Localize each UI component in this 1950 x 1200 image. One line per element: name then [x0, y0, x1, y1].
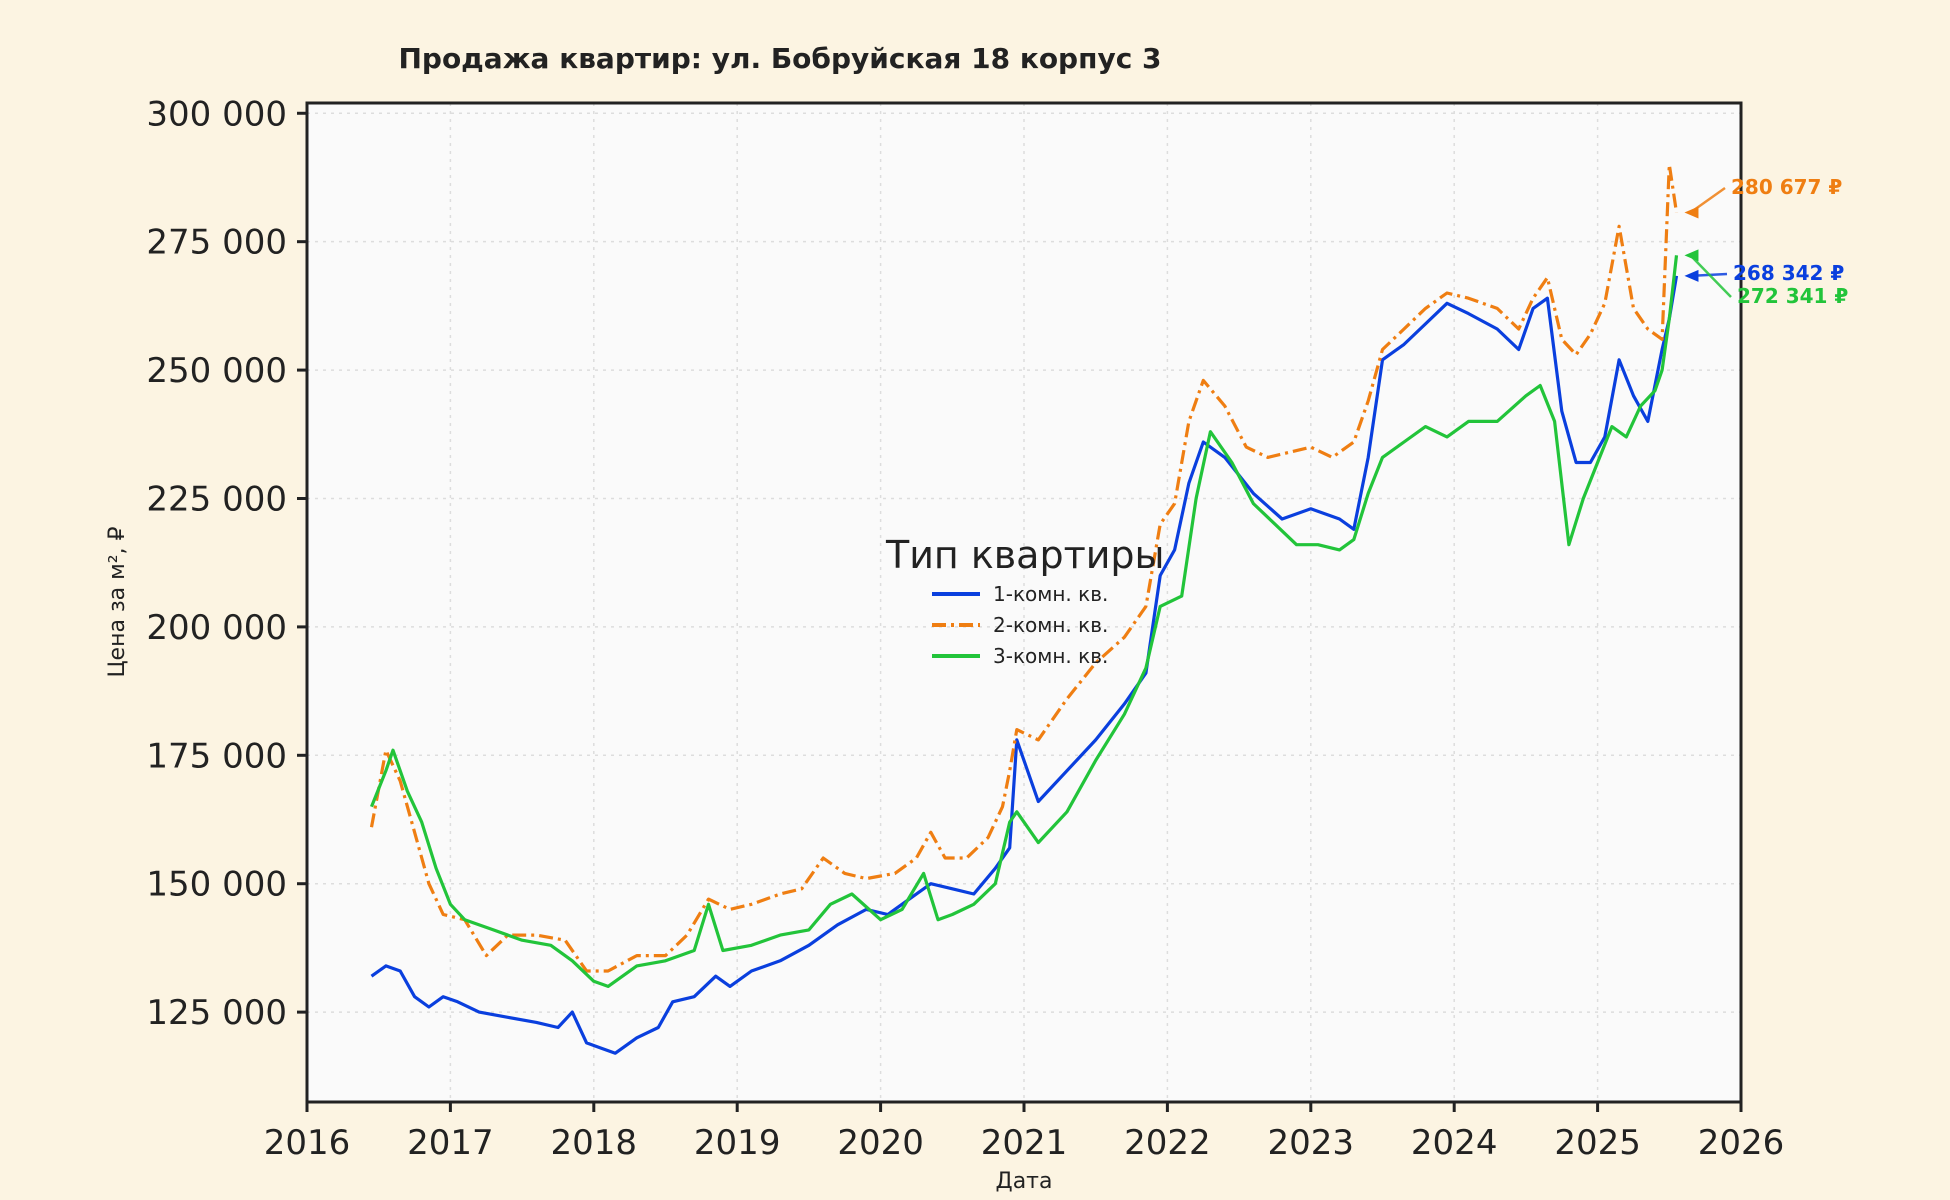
x-tick-label: 2022 [1124, 1123, 1211, 1163]
chart-title: Продажа квартир: ул. Бобруйская 18 корпу… [398, 42, 1161, 75]
x-axis: 2016 2017 2018 2019 2020 2021 2022 2023 2024 2025… [264, 1102, 1785, 1163]
x-tick-label: 2026 [1698, 1123, 1785, 1163]
y-tick-label: 200 000 [146, 608, 287, 648]
y-tick-label: 225 000 [146, 479, 287, 519]
legend: Тип квартиры 1-комн. кв. 2-комн. кв. 3-ком… [885, 533, 1165, 668]
y-axis-label: Цена за м², ₽ [105, 526, 130, 677]
y-tick-label: 250 000 [146, 351, 287, 391]
x-tick-label: 2024 [1411, 1123, 1498, 1163]
series-line-2 [369, 163, 1679, 973]
legend-item-label: 2-комн. кв. [993, 613, 1108, 637]
y-axis: 125 000 150 000 175 000 200 000 225 000 250 0… [146, 94, 307, 1033]
x-tick-label: 2018 [551, 1123, 638, 1163]
series-layer [369, 163, 1679, 1055]
annotation-label: 268 342 ₽ [1733, 261, 1844, 285]
legend-title: Тип квартиры [885, 533, 1165, 577]
y-tick-label: 150 000 [146, 865, 287, 905]
annotation-label: 272 341 ₽ [1737, 284, 1848, 308]
annotation-arrowhead [1684, 206, 1699, 219]
legend-item-label: 1-комн. кв. [993, 582, 1108, 606]
annotation-arrowhead [1684, 249, 1699, 262]
y-tick-label: 300 000 [146, 94, 287, 134]
y-tick-label: 275 000 [146, 223, 287, 263]
annotation-arrowhead [1684, 269, 1699, 282]
x-tick-label: 2025 [1554, 1123, 1641, 1163]
x-tick-label: 2019 [694, 1123, 781, 1163]
annotation-label: 280 677 ₽ [1731, 175, 1842, 199]
grid-lines [307, 103, 1741, 1102]
series-line-3 [370, 255, 1679, 989]
x-tick-label: 2017 [407, 1123, 494, 1163]
x-tick-label: 2016 [264, 1123, 351, 1163]
y-tick-label: 175 000 [146, 736, 287, 776]
x-tick-label: 2020 [837, 1123, 924, 1163]
annotation-arrow [1689, 254, 1732, 298]
legend-item-label: 3-комн. кв. [993, 644, 1108, 668]
x-tick-label: 2021 [981, 1123, 1068, 1163]
series-line-1 [370, 275, 1679, 1055]
x-tick-label: 2023 [1268, 1123, 1355, 1163]
x-axis-label: Дата [996, 1169, 1053, 1194]
annotations: 280 677 ₽ 268 342 ₽272 341 ₽ [1684, 175, 1848, 308]
y-tick-label: 125 000 [146, 993, 287, 1033]
